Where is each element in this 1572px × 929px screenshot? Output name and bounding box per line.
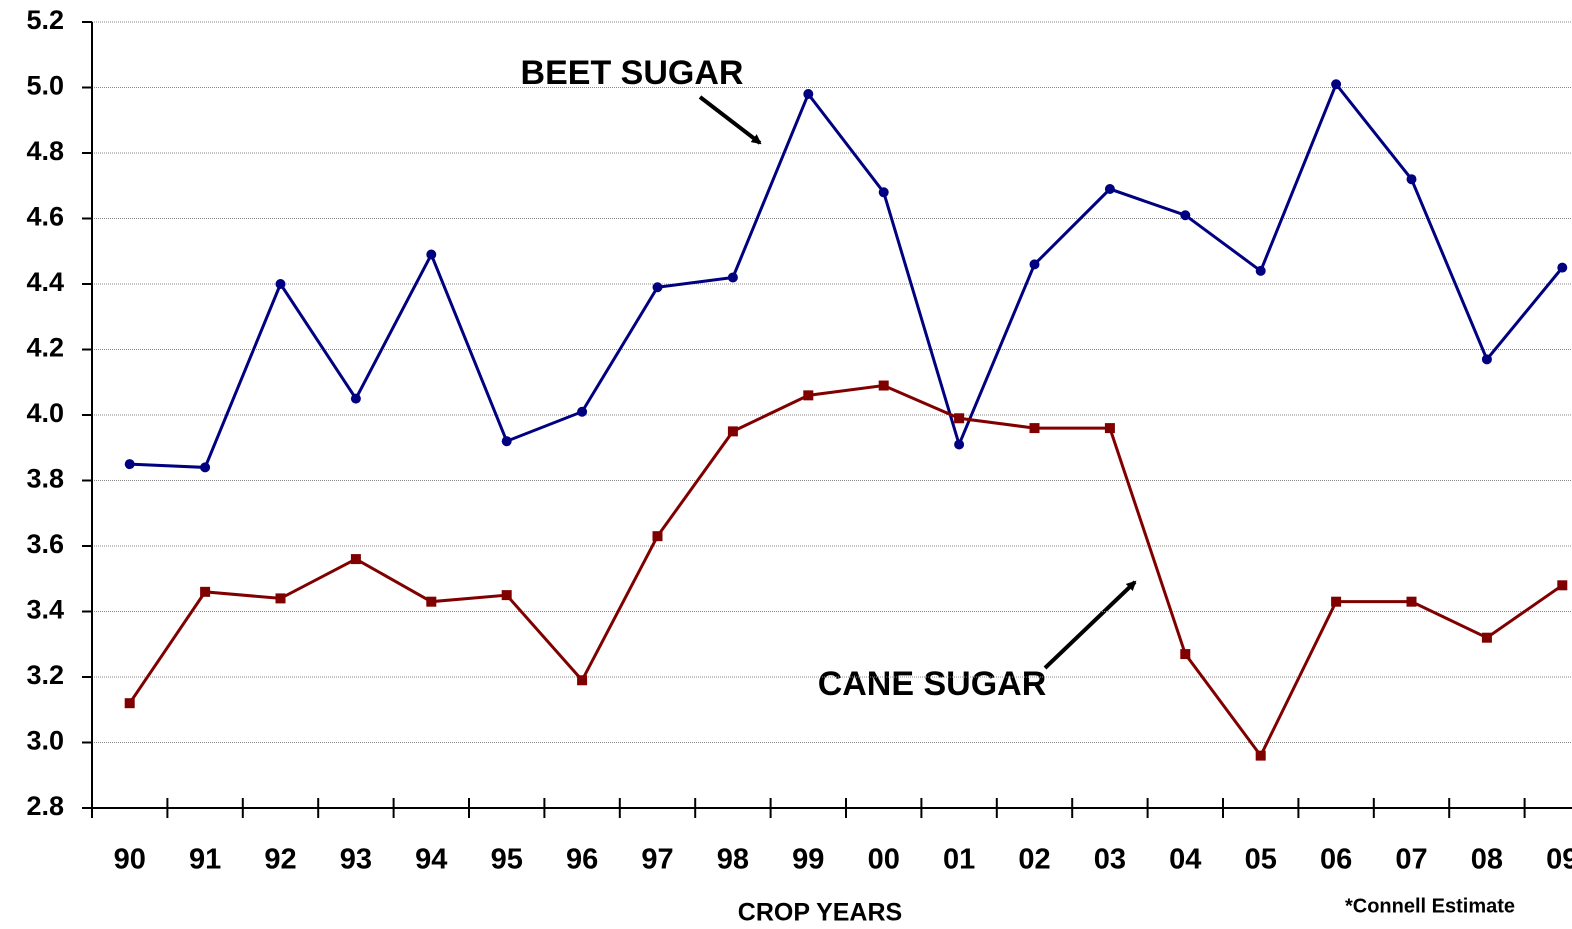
point bbox=[350, 554, 361, 565]
point bbox=[1406, 174, 1417, 185]
x-tick-label: 02 bbox=[1018, 844, 1050, 876]
x-tick-label: 97 bbox=[641, 844, 673, 876]
point bbox=[350, 393, 361, 404]
x-tick-label: 96 bbox=[566, 844, 598, 876]
x-tick-label: 03 bbox=[1094, 844, 1126, 876]
x-tick-label: 07 bbox=[1395, 844, 1427, 876]
point bbox=[727, 426, 738, 437]
y-tick-label: 2.8 bbox=[26, 791, 64, 821]
x-tick-label: 05 bbox=[1245, 844, 1277, 876]
point bbox=[1557, 580, 1568, 591]
series-annotation: CANE SUGAR bbox=[818, 665, 1047, 703]
x-tick-label: 99 bbox=[792, 844, 824, 876]
point bbox=[1029, 259, 1040, 270]
y-tick-label: 3.4 bbox=[26, 595, 64, 625]
point bbox=[1331, 596, 1342, 607]
series-line bbox=[129, 81, 1564, 469]
point bbox=[652, 531, 663, 542]
y-tick-label: 3.8 bbox=[26, 464, 64, 494]
point bbox=[878, 380, 889, 391]
point bbox=[803, 390, 814, 401]
point bbox=[1104, 184, 1115, 195]
y-tick-label: 4.4 bbox=[26, 267, 64, 297]
point bbox=[1029, 423, 1040, 434]
x-tick-label: 00 bbox=[868, 844, 900, 876]
x-tick-label: 92 bbox=[264, 844, 296, 876]
x-tick-label: 04 bbox=[1169, 844, 1201, 876]
x-tick-label: 93 bbox=[340, 844, 372, 876]
point bbox=[501, 436, 512, 447]
point bbox=[124, 459, 135, 470]
point bbox=[200, 462, 211, 473]
arrow bbox=[1043, 580, 1137, 670]
y-tick-label: 5.2 bbox=[26, 5, 64, 35]
point bbox=[275, 279, 286, 289]
y-tick-label: 5.0 bbox=[26, 71, 64, 101]
y-tick-label: 3.6 bbox=[26, 529, 64, 559]
point bbox=[275, 593, 286, 604]
point bbox=[1481, 632, 1492, 643]
x-tick-label: 01 bbox=[943, 844, 975, 876]
point bbox=[1180, 649, 1191, 660]
point bbox=[1481, 354, 1492, 365]
point bbox=[426, 249, 437, 260]
point bbox=[954, 439, 965, 450]
point bbox=[1255, 750, 1266, 761]
point bbox=[577, 675, 588, 686]
point bbox=[124, 698, 135, 709]
series-line bbox=[128, 383, 1564, 759]
point bbox=[954, 413, 965, 424]
x-tick-label: 08 bbox=[1471, 844, 1503, 876]
point bbox=[803, 89, 814, 100]
point bbox=[727, 272, 738, 283]
x-tick-label: 90 bbox=[114, 844, 146, 876]
x-axis-label: CROP YEARS bbox=[738, 899, 902, 927]
point bbox=[1180, 210, 1191, 221]
x-tick-label: 06 bbox=[1320, 844, 1352, 876]
x-tick-label: 95 bbox=[491, 844, 523, 876]
y-tick-label: 3.2 bbox=[26, 660, 64, 690]
y-tick-label: 4.6 bbox=[26, 202, 64, 232]
point bbox=[577, 406, 588, 417]
point bbox=[1255, 265, 1266, 276]
footnote: *Connell Estimate bbox=[1345, 895, 1515, 917]
x-tick-label: 91 bbox=[189, 844, 221, 876]
y-tick-label: 4.8 bbox=[26, 136, 64, 166]
series-annotation: BEET SUGAR bbox=[521, 54, 744, 92]
point bbox=[1104, 423, 1115, 434]
x-tick-label: 98 bbox=[717, 844, 749, 876]
point bbox=[426, 596, 437, 607]
point bbox=[652, 282, 663, 293]
point bbox=[878, 187, 889, 198]
point bbox=[1331, 79, 1342, 90]
y-tick-label: 3.0 bbox=[26, 726, 64, 756]
x-tick-label: 09 bbox=[1546, 844, 1572, 876]
x-tick-label: 94 bbox=[415, 844, 447, 876]
point bbox=[1406, 596, 1417, 607]
point bbox=[200, 586, 211, 597]
point bbox=[501, 590, 512, 601]
y-tick-label: 4.2 bbox=[26, 333, 64, 363]
y-tick-label: 4.0 bbox=[26, 398, 64, 428]
arrow bbox=[698, 95, 762, 145]
point bbox=[1557, 262, 1568, 273]
